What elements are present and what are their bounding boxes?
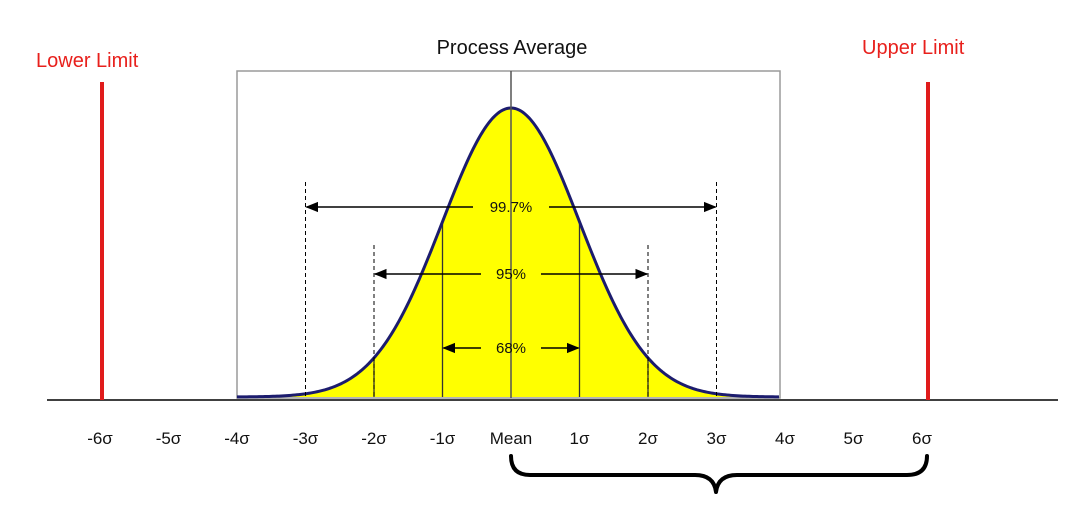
range-arrows: 99.7% 95% 68% (305, 199, 717, 357)
upper-limit-label: Upper Limit (862, 37, 965, 59)
axis-tick-label: -5σ (156, 429, 182, 448)
process-average-label: Process Average (437, 37, 588, 59)
axis-tick-label: Mean (490, 429, 533, 448)
axis-tick-label: -3σ (293, 429, 319, 448)
axis-tick-label: 3σ (707, 429, 727, 448)
process-window-box (236, 70, 781, 399)
axis-tick-label: 2σ (638, 429, 658, 448)
range-percent-label: 68% (496, 340, 526, 357)
axis-tick-label: -6σ (87, 429, 113, 448)
sigma-lines (373, 221, 649, 397)
axis-tick-label: 4σ (775, 429, 795, 448)
curly-brace (509, 454, 929, 494)
axis-tick-label: -4σ (224, 429, 250, 448)
axis-tick-label: 5σ (844, 429, 864, 448)
bell-curve-area (237, 108, 780, 397)
bell-curve-outline (236, 106, 780, 399)
axis-tick-label: -1σ (430, 429, 456, 448)
axis-tick-labels: -6σ -5σ -4σ -3σ -2σ -1σ Mean 1σ 2σ 3σ 4σ 5σ 6σ (87, 429, 932, 448)
axis-tick-label: -2σ (361, 429, 387, 448)
axis-tick-label: 1σ (570, 429, 590, 448)
axis-tick-label: 6σ (912, 429, 932, 448)
range-bounds (305, 182, 717, 397)
range-percent-label: 99.7% (490, 199, 533, 216)
lower-limit-label: Lower Limit (36, 50, 139, 72)
range-percent-label: 95% (496, 266, 526, 283)
